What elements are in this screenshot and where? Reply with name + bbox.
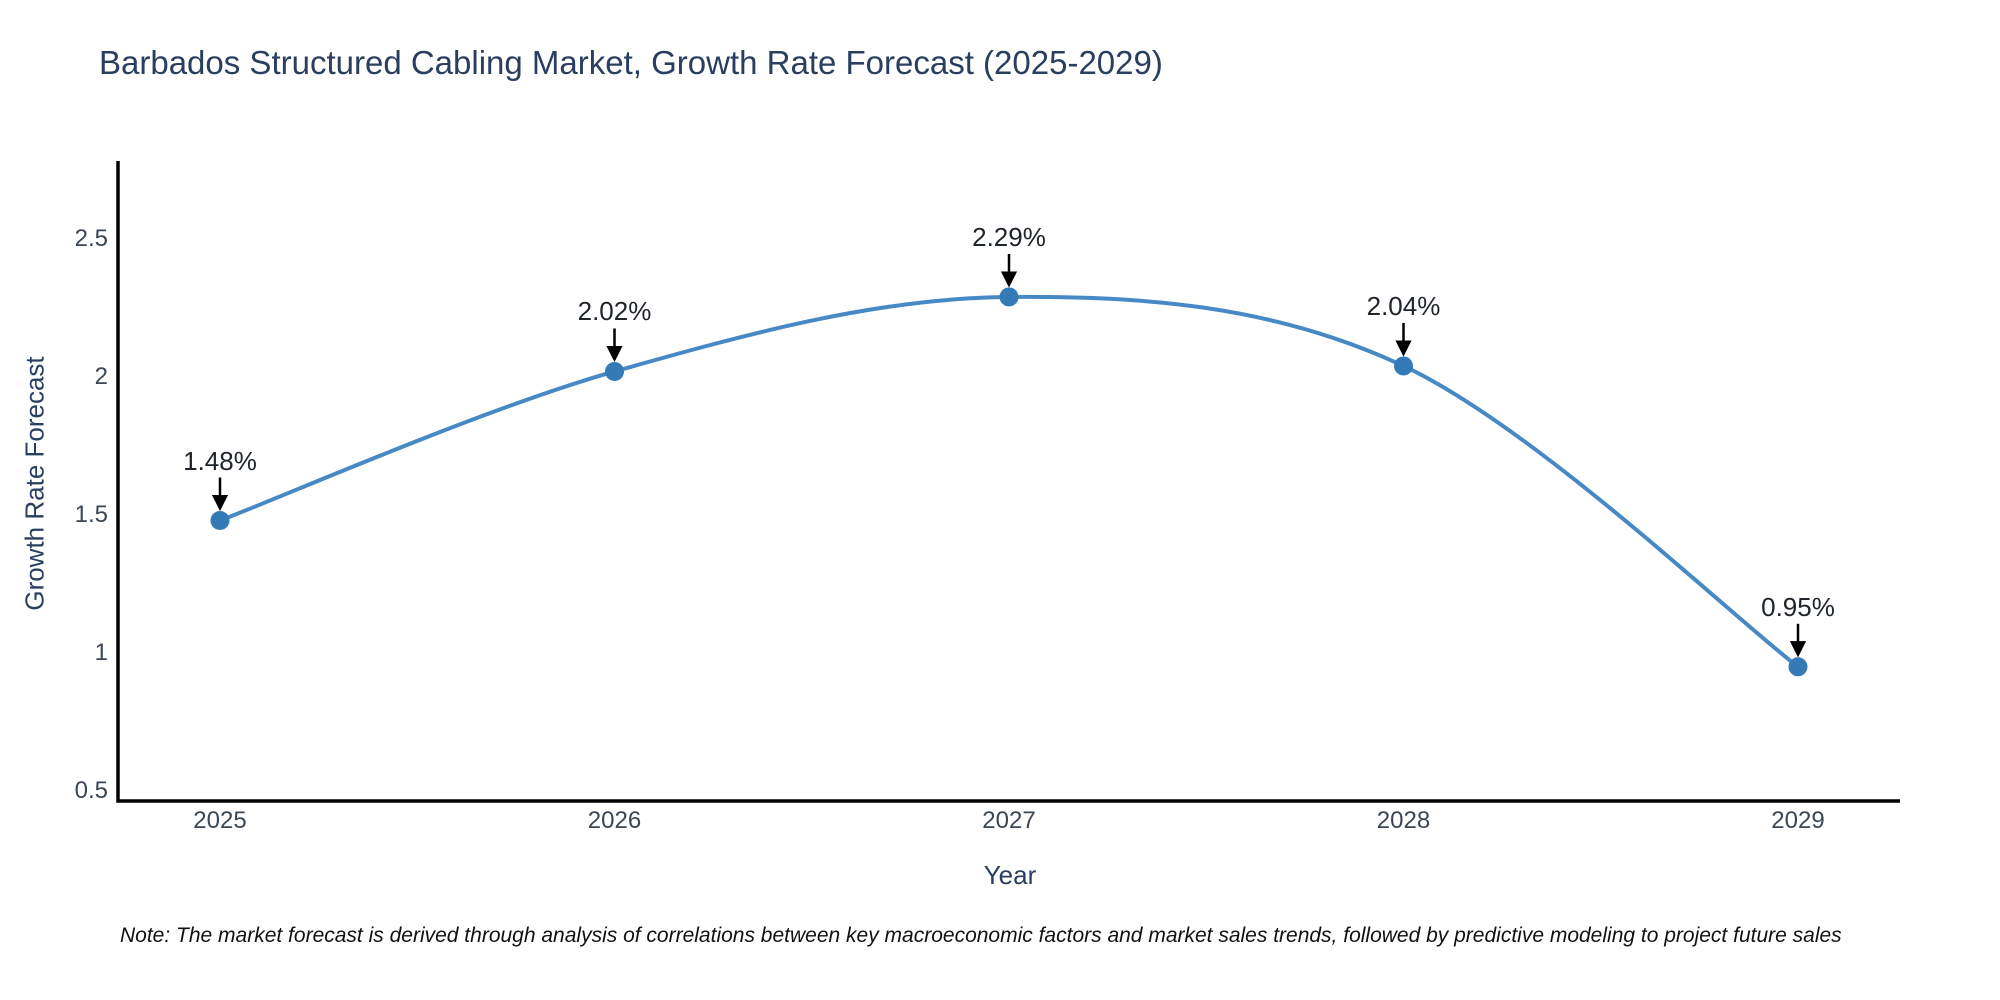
annotation-label: 0.95%	[1761, 591, 1835, 622]
x-tick-label: 2029	[1771, 807, 1825, 834]
x-axis-title: Year	[983, 860, 1037, 890]
data-point-marker	[999, 287, 1019, 307]
x-tick-label: 2028	[1376, 807, 1431, 834]
footnote: Note: The market forecast is derived thr…	[120, 924, 1842, 947]
x-tick-label: 2027	[982, 807, 1036, 834]
data-point-marker	[605, 361, 624, 381]
chart-title: Barbados Structured Cabling Market, Grow…	[99, 44, 1163, 81]
data-point-marker	[210, 511, 230, 531]
data-point-marker	[1394, 356, 1413, 376]
annotation-label: 2.02%	[577, 296, 652, 327]
x-tick-label: 2026	[587, 807, 642, 834]
y-tick-label: 2.5	[74, 225, 108, 252]
annotation-label: 2.04%	[1366, 290, 1441, 321]
y-tick-label: 1	[94, 639, 108, 666]
annotation-label: 1.48%	[183, 445, 257, 476]
annotation-label: 2.29%	[972, 221, 1046, 252]
y-tick-label: 2	[94, 363, 108, 390]
data-point-marker	[1788, 657, 1808, 677]
y-tick-label: 1.5	[74, 501, 108, 528]
axis-lines	[116, 161, 1900, 803]
y-tick-label: 0.5	[74, 777, 108, 804]
x-tick-label: 2025	[193, 807, 247, 834]
trend-line	[218, 294, 1800, 669]
